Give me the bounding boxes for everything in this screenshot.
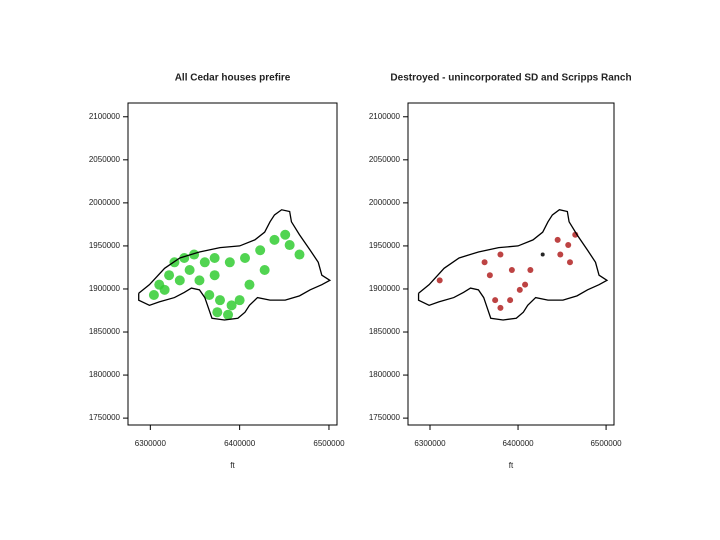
chart-title: All Cedar houses prefire	[175, 73, 291, 84]
house-point	[214, 295, 225, 306]
y-tick-label: 1900000	[369, 284, 401, 293]
house-point	[224, 257, 235, 268]
x-tick-label: 6300000	[414, 439, 446, 448]
house-point	[507, 297, 514, 304]
house-point	[565, 242, 572, 249]
y-tick-label: 2050000	[369, 155, 401, 164]
y-tick-label: 1950000	[369, 241, 401, 250]
house-point	[164, 270, 175, 281]
house-point	[184, 265, 195, 276]
y-tick-label: 2000000	[369, 198, 401, 207]
house-point	[148, 289, 159, 300]
house-point	[240, 252, 251, 263]
x-tick-label: 6300000	[135, 439, 167, 448]
house-point	[223, 309, 234, 320]
y-tick-label: 1800000	[369, 370, 401, 379]
y-tick-label: 2050000	[89, 155, 121, 164]
y-tick-label: 1850000	[369, 327, 401, 336]
y-tick-label: 2000000	[89, 198, 121, 207]
house-point	[259, 265, 270, 276]
x-tick-label: 6500000	[313, 439, 345, 448]
house-point	[174, 275, 185, 286]
house-point	[212, 307, 223, 318]
house-point	[540, 252, 545, 257]
boundary-line	[417, 209, 609, 321]
house-point	[436, 277, 443, 284]
x-tick-label: 6500000	[590, 439, 622, 448]
house-point	[189, 249, 200, 260]
house-point	[516, 286, 523, 293]
house-point	[226, 300, 237, 311]
house-point	[527, 267, 534, 274]
house-point	[497, 304, 504, 311]
house-point	[199, 257, 210, 268]
x-tick-label: 6400000	[502, 439, 534, 448]
house-point	[554, 236, 561, 243]
plot-box	[127, 102, 338, 426]
house-point	[209, 270, 220, 281]
x-axis-label: ft	[509, 461, 514, 470]
y-tick-label: 1850000	[89, 327, 121, 336]
house-point	[522, 281, 529, 288]
y-tick-label: 2100000	[369, 112, 401, 121]
house-point	[234, 295, 245, 306]
house-point	[557, 251, 564, 258]
y-tick-label: 1950000	[89, 241, 121, 250]
boundary-line	[138, 209, 332, 321]
house-point	[486, 272, 493, 279]
house-point	[209, 252, 220, 263]
house-point	[154, 279, 165, 290]
house-point	[497, 251, 504, 258]
y-tick-label: 1750000	[369, 413, 401, 422]
house-point	[294, 249, 305, 260]
house-point	[280, 229, 291, 240]
house-point	[269, 234, 280, 245]
plot-box	[407, 102, 615, 426]
chart-title: Destroyed - unincorporated SD and Scripp…	[390, 73, 631, 84]
house-point	[284, 240, 295, 251]
house-point	[255, 245, 266, 256]
house-point	[566, 259, 573, 266]
house-point	[481, 259, 488, 266]
y-tick-label: 1750000	[89, 413, 121, 422]
y-tick-label: 1900000	[89, 284, 121, 293]
y-tick-label: 2100000	[89, 112, 121, 121]
x-axis-label: ft	[230, 461, 235, 470]
x-tick-label: 6400000	[224, 439, 256, 448]
house-point	[492, 297, 499, 304]
y-tick-label: 1800000	[89, 370, 121, 379]
house-point	[508, 267, 515, 274]
house-point	[194, 275, 205, 286]
house-point	[204, 289, 215, 300]
house-point	[244, 279, 255, 290]
